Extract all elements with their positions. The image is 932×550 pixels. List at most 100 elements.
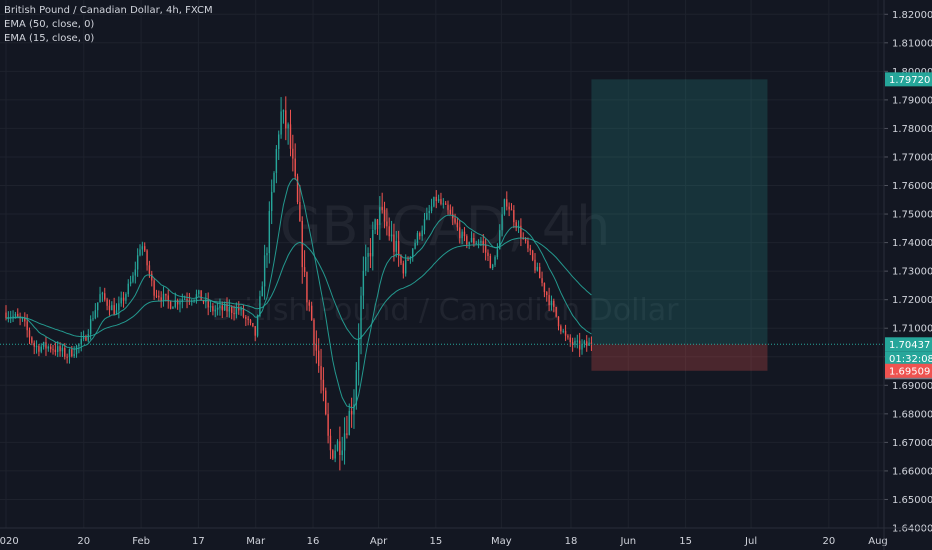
legend-title[interactable]: British Pound / Canadian Dollar, 4h, FXC…: [4, 5, 213, 16]
candle-body: [153, 280, 155, 296]
candle-body: [524, 238, 527, 241]
y-tick-label: 1.66000: [892, 466, 932, 477]
candle-body: [59, 346, 61, 352]
y-tick-label: 1.65000: [892, 495, 932, 506]
candle-body: [491, 264, 494, 269]
candle-body: [80, 338, 82, 345]
y-tick-label: 1.72000: [892, 295, 932, 306]
candle-body: [122, 297, 125, 301]
countdown-label-bg: [885, 351, 932, 366]
candle-body: [85, 336, 87, 341]
candle-body: [129, 281, 132, 284]
candle-body: [310, 305, 313, 320]
candle-body: [256, 315, 259, 336]
ema-lines: [5, 178, 592, 409]
candle-body: [416, 233, 419, 243]
x-tick-label: 15: [429, 536, 442, 547]
candle-body: [78, 344, 80, 346]
candle-body: [461, 231, 463, 239]
candle-body: [254, 326, 256, 336]
long-position-tool[interactable]: [591, 79, 768, 371]
candle-body: [308, 302, 310, 306]
candle-body: [17, 313, 19, 317]
candles: [5, 96, 593, 471]
candle-body: [259, 296, 261, 316]
candle-body: [240, 308, 242, 311]
candle-body: [327, 414, 329, 436]
candle-body: [539, 266, 541, 279]
candle-body: [195, 294, 198, 300]
candle-body: [400, 255, 402, 264]
candle-body: [414, 242, 416, 249]
candle-body: [238, 308, 240, 311]
x-tick-label: 20: [823, 536, 836, 547]
candle-body: [442, 203, 445, 205]
candle-body: [231, 307, 233, 313]
candle-body: [360, 295, 362, 339]
candle-body: [499, 230, 501, 250]
candle-body: [419, 233, 421, 237]
candle-body: [179, 302, 181, 305]
legend-ema-50[interactable]: EMA (50, close, 0): [4, 19, 95, 30]
candle-body: [463, 231, 466, 237]
countdown-label: 01:32:08: [889, 354, 932, 365]
candle-body: [468, 241, 470, 245]
candle-body: [73, 354, 75, 357]
candle-body: [447, 204, 449, 210]
candle-body: [278, 134, 280, 150]
x-tick-label: 17: [192, 536, 205, 547]
loss-zone: [591, 344, 768, 371]
candle-body: [287, 124, 289, 129]
target-price-label-bg: [885, 72, 932, 87]
current-price-label-bg: [885, 337, 932, 352]
candle-body: [12, 315, 14, 317]
candle-body: [393, 234, 395, 252]
x-tick-label: 20: [77, 536, 90, 547]
profit-zone: [591, 79, 768, 345]
candle-body: [75, 345, 78, 355]
candle-body: [226, 304, 228, 312]
candle-body: [301, 220, 303, 268]
y-tick-label: 1.64000: [892, 524, 932, 535]
candle-body: [459, 227, 461, 239]
watermark: GBPCAD, 4h British Pound / Canadian Doll…: [211, 195, 679, 328]
candle-body: [501, 214, 503, 231]
candle-body: [214, 309, 216, 312]
candle-body: [571, 342, 574, 345]
y-tick-label: 1.74000: [892, 238, 932, 249]
candle-body: [332, 450, 334, 459]
candle-body: [449, 209, 452, 215]
candle-body: [21, 317, 24, 319]
candle-body: [494, 257, 496, 265]
y-tick-label: 1.73000: [892, 267, 932, 278]
candle-body: [541, 278, 543, 283]
candle-body: [430, 206, 433, 211]
candle-body: [172, 306, 174, 309]
x-tick-label: Feb: [132, 536, 150, 547]
candle-body: [520, 225, 522, 239]
candle-body: [315, 344, 318, 351]
candle-body: [292, 148, 294, 159]
candle-body: [381, 207, 383, 210]
candle-body: [353, 404, 355, 415]
candle-body: [404, 259, 407, 274]
y-tick-label: 1.71000: [892, 324, 932, 335]
candle-body: [546, 292, 548, 296]
candle-body: [207, 299, 209, 308]
candle-body: [407, 259, 409, 261]
legend-ema-15[interactable]: EMA (15, close, 0): [4, 33, 95, 44]
candle-body: [101, 293, 104, 295]
candle-body: [111, 305, 113, 311]
candle-body: [588, 342, 590, 346]
candle-body: [176, 300, 179, 305]
candle-body: [527, 240, 529, 249]
candle-body: [94, 310, 97, 319]
candle-body: [263, 255, 266, 287]
candle-body: [92, 318, 94, 320]
candle-body: [61, 347, 64, 352]
x-tick-label: Jun: [619, 536, 636, 547]
candle-body: [5, 312, 7, 319]
chart-legend: British Pound / Canadian Dollar, 4h, FXC…: [4, 4, 213, 46]
candle-body: [475, 243, 477, 245]
